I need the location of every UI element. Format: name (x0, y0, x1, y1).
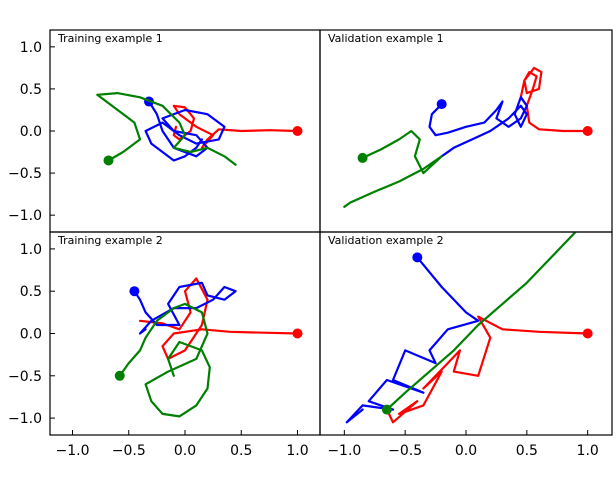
series-line-2 (428, 96, 528, 158)
x-tick-label: 0.5 (230, 443, 252, 459)
y-tick-label: 0.5 (20, 82, 42, 98)
panel-title: Training example 1 (57, 32, 163, 45)
y-tick-label: 0.0 (20, 327, 42, 343)
series-line-2 (345, 256, 480, 424)
panel-title: Validation example 1 (328, 32, 444, 45)
series-line-1 (519, 66, 589, 133)
series-line-1 (138, 277, 299, 360)
series-end-marker-3 (114, 370, 125, 381)
panel-title: Validation example 2 (328, 234, 444, 247)
y-tick-label: −1.0 (8, 208, 42, 224)
series-line-3 (118, 302, 211, 418)
y-tick-label: 0.0 (20, 124, 42, 140)
plot-area (345, 232, 593, 424)
x-tick-label: 0.5 (516, 443, 538, 459)
panel-1: Training example 1 1.0 0.5 0.0 −0.5 −1.0 (8, 29, 321, 233)
series-end-marker-2 (412, 252, 423, 263)
x-tick-label: 1.0 (286, 443, 308, 459)
series-end-marker-1 (292, 126, 303, 136)
plot-area (96, 91, 303, 166)
y-tick-label: 1.0 (20, 40, 42, 56)
x-tick-label: −0.5 (388, 443, 422, 459)
series-line-3 (343, 129, 443, 208)
series-end-marker-1 (292, 328, 303, 339)
series-line-3 (385, 232, 577, 411)
series-end-marker-3 (381, 404, 392, 415)
series-end-marker-3 (357, 152, 368, 163)
x-tick-label: 0.0 (455, 443, 477, 459)
series-line-2 (144, 100, 226, 162)
plot-area (343, 66, 593, 208)
y-tick-label: 1.0 (20, 242, 42, 258)
series-end-marker-2 (129, 286, 140, 297)
y-tick-label: −0.5 (8, 166, 42, 182)
series-end-marker-1 (582, 126, 593, 136)
y-tick-label: −1.0 (8, 411, 42, 427)
panel-4: Validation example 2 −1.0 −0.5 0.0 0.5 1.0 (319, 231, 613, 459)
x-tick-label: −0.5 (112, 443, 146, 459)
x-tick-label: 0.0 (174, 443, 196, 459)
series-line-1 (385, 315, 589, 424)
x-tick-label: 1.0 (577, 443, 599, 459)
series-end-marker-3 (103, 155, 114, 166)
plot-area (114, 277, 303, 418)
y-tick-label: 0.5 (20, 284, 42, 300)
panel-3: Training example 2 1.0 0.5 0.0 −0.5 −1.0 −1.0 −… (8, 231, 321, 459)
x-tick-label: −1.0 (56, 443, 90, 459)
x-tick-label: −1.0 (327, 443, 361, 459)
series-end-marker-2 (436, 99, 447, 110)
series-line-3 (96, 91, 237, 166)
series-end-marker-1 (582, 328, 593, 339)
panel-title: Training example 2 (57, 234, 163, 247)
y-tick-label: −0.5 (8, 369, 42, 385)
panel-2: Validation example 1 (319, 29, 613, 233)
